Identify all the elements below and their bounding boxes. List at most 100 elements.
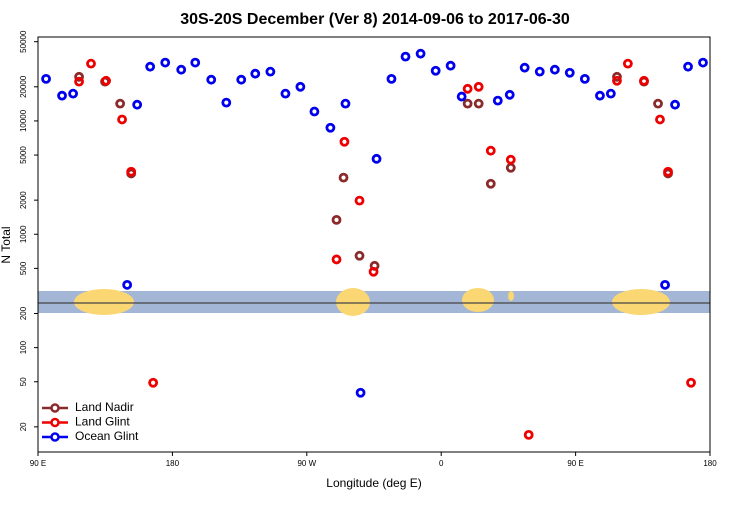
point: [462, 83, 473, 94]
point: [122, 279, 133, 290]
point: [295, 81, 306, 92]
legend-label: Ocean Glint: [75, 429, 139, 443]
point: [148, 377, 159, 388]
y-tick-label: 500: [19, 261, 28, 275]
point: [415, 48, 426, 59]
x-tick-label: 90 E: [567, 459, 583, 468]
point: [549, 64, 560, 75]
point: [74, 71, 84, 82]
point: [485, 145, 496, 156]
point: [519, 62, 530, 73]
legend-marker: [50, 417, 60, 428]
x-tick-label: 90 E: [30, 459, 46, 468]
point: [115, 98, 126, 109]
y-tick-label: 1000: [19, 225, 28, 243]
point: [456, 91, 467, 102]
point: [504, 89, 515, 100]
point: [41, 73, 51, 84]
point: [698, 57, 708, 68]
point: [686, 377, 696, 388]
y-tick-label: 20000: [19, 75, 28, 98]
point: [660, 279, 670, 290]
y-tick-label: 100: [19, 340, 28, 354]
point: [221, 97, 232, 108]
point: [368, 266, 379, 277]
legend-marker: [50, 403, 60, 413]
map-strip: [38, 288, 710, 316]
point: [612, 75, 622, 86]
point: [473, 98, 484, 109]
point: [653, 98, 663, 109]
point: [371, 153, 382, 164]
x-tick-label: 180: [703, 459, 717, 468]
y-tick-label: 50: [19, 377, 28, 386]
point: [663, 166, 673, 177]
point: [117, 114, 127, 125]
point: [340, 98, 351, 109]
y-tick-label: 20: [19, 422, 28, 431]
y-tick-label: 2000: [19, 191, 28, 209]
point: [309, 106, 320, 117]
x-tick-label: 180: [166, 459, 180, 468]
plot-frame: [37, 36, 711, 453]
point: [564, 67, 575, 78]
point: [579, 73, 590, 84]
point: [400, 51, 411, 62]
point: [331, 214, 342, 225]
legend-label: Land Glint: [75, 415, 130, 429]
point: [670, 99, 680, 110]
x-axis-label: Longitude (deg E): [326, 476, 421, 490]
point: [354, 250, 365, 261]
legend-label: Land Nadir: [75, 400, 134, 414]
legend-marker: [50, 432, 60, 442]
y-tick-label: 5000: [19, 146, 28, 164]
point: [386, 73, 397, 84]
y-tick-label: 50000: [19, 30, 28, 53]
point: [145, 61, 156, 72]
y-tick-label: 10000: [19, 109, 28, 132]
point: [683, 61, 693, 72]
point: [612, 71, 622, 82]
y-tick-label: 200: [19, 306, 28, 320]
point: [160, 57, 171, 68]
point: [339, 136, 350, 147]
point: [622, 58, 633, 69]
point: [132, 99, 143, 110]
point: [126, 166, 137, 177]
point: [523, 429, 534, 440]
point: [86, 58, 96, 69]
point: [190, 57, 201, 68]
point: [505, 154, 516, 165]
point: [331, 254, 342, 265]
point: [605, 88, 616, 99]
point: [595, 90, 605, 101]
point: [265, 66, 276, 77]
point: [236, 74, 247, 85]
point: [325, 122, 336, 133]
point: [492, 95, 503, 106]
point: [485, 178, 496, 189]
point: [250, 68, 261, 79]
point: [354, 195, 365, 206]
point: [639, 75, 649, 86]
point: [206, 74, 217, 85]
point: [338, 172, 349, 183]
point: [101, 75, 111, 86]
chart-title: 30S-20S December (Ver 8) 2014-09-06 to 2…: [180, 11, 570, 28]
point: [355, 387, 366, 398]
point: [534, 66, 545, 77]
point: [176, 64, 187, 75]
point: [473, 81, 484, 92]
point: [57, 90, 67, 101]
x-tick-label: 0: [439, 459, 444, 468]
point: [74, 76, 84, 87]
point: [462, 98, 473, 109]
point: [655, 114, 665, 125]
x-tick-label: 90 W: [297, 459, 316, 468]
point: [430, 65, 441, 76]
point: [68, 88, 78, 99]
point: [445, 60, 456, 71]
point: [280, 88, 291, 99]
